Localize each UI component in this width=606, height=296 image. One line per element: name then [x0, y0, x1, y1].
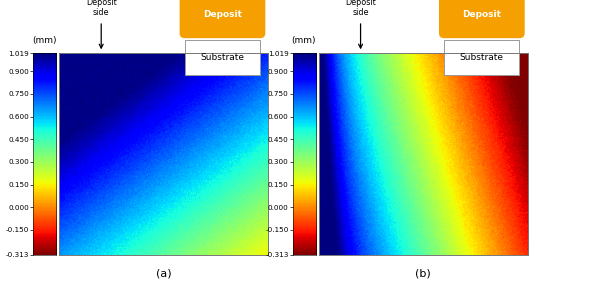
Text: (a): (a) — [156, 269, 171, 279]
Text: (b): (b) — [416, 269, 431, 279]
Text: (mm): (mm) — [32, 36, 57, 45]
Text: Deposit
side: Deposit side — [86, 0, 116, 17]
Text: (mm): (mm) — [291, 36, 316, 45]
Text: Substrate: Substrate — [201, 53, 244, 62]
FancyBboxPatch shape — [185, 40, 260, 75]
FancyBboxPatch shape — [439, 0, 525, 38]
Text: Deposit: Deposit — [462, 10, 501, 19]
Text: Substrate: Substrate — [460, 53, 504, 62]
Text: Deposit: Deposit — [203, 10, 242, 19]
Text: Deposit
side: Deposit side — [345, 0, 376, 17]
FancyBboxPatch shape — [179, 0, 265, 38]
FancyBboxPatch shape — [444, 40, 519, 75]
